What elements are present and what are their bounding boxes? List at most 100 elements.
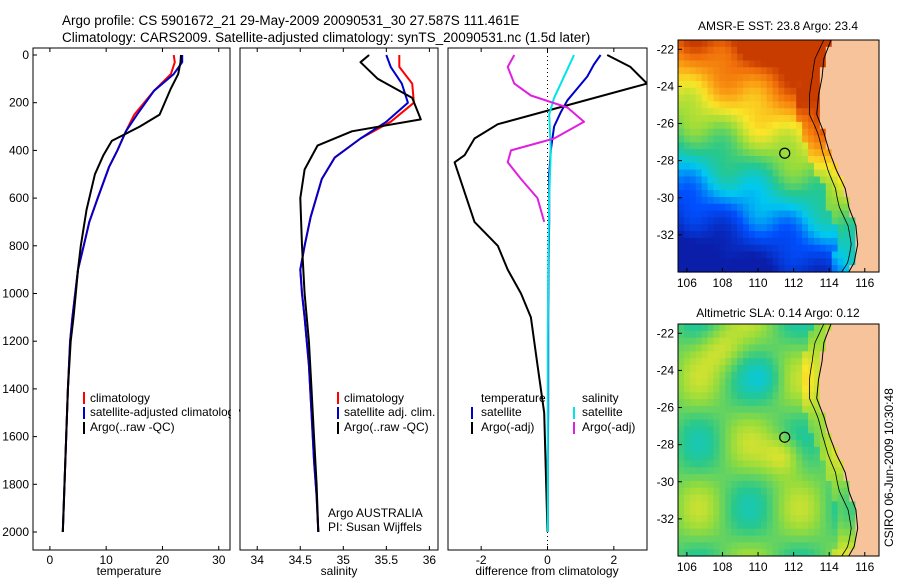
map-cell: [790, 344, 797, 352]
map-cell: [873, 337, 880, 346]
map-cell: [713, 385, 720, 393]
map-cell: [796, 364, 803, 373]
map-cell: [808, 508, 815, 516]
map-cell: [743, 244, 750, 253]
map-x-tick-label: 106: [677, 560, 697, 574]
map-cell: [802, 128, 809, 137]
map-cell: [719, 108, 726, 116]
map-cell: [813, 135, 821, 143]
map-cell: [707, 149, 715, 157]
map-cell: [695, 203, 703, 212]
map-cell: [719, 453, 726, 462]
map-cell: [719, 40, 726, 48]
map-cell: [707, 480, 715, 489]
map-cell: [754, 108, 762, 116]
map-cell: [731, 453, 738, 462]
map-cell: [731, 419, 738, 427]
map-cell: [849, 521, 856, 530]
map-cell: [867, 358, 874, 366]
map-cell: [737, 183, 744, 191]
map-cell: [849, 358, 856, 366]
map-cell: [772, 80, 780, 89]
map-cell: [766, 385, 774, 393]
map-cell: [784, 440, 791, 448]
map-cell: [778, 351, 786, 359]
map-cell: [849, 433, 856, 441]
map-cell: [719, 433, 726, 441]
map-cell: [689, 162, 697, 171]
map-cell: [754, 217, 762, 225]
map-cell: [766, 190, 774, 198]
map-cell: [772, 515, 780, 523]
map-cell: [873, 467, 880, 475]
map-cell: [843, 508, 851, 516]
map-cell: [754, 162, 762, 171]
map-cell: [689, 101, 697, 109]
map-cell: [790, 183, 797, 191]
map-cell: [808, 142, 815, 150]
map-cell: [808, 237, 815, 246]
map-cell: [808, 337, 815, 346]
map-cell: [802, 358, 809, 366]
map-cell: [855, 135, 862, 143]
map-cell: [748, 453, 756, 462]
map-cell: [843, 231, 851, 239]
map-cell: [843, 453, 851, 462]
map-cell: [831, 337, 839, 346]
map-cell: [790, 324, 797, 332]
map-y-tick-label: -26: [657, 117, 675, 131]
map-cell: [831, 371, 839, 380]
map-cell: [731, 156, 738, 164]
map-cell: [772, 324, 780, 332]
map-cell: [713, 115, 720, 123]
map-frame: [677, 323, 880, 557]
map-cell: [772, 217, 780, 225]
map-cell: [778, 203, 786, 212]
map-cell: [748, 426, 756, 434]
map-cell: [831, 515, 839, 523]
map-cell: [849, 487, 856, 496]
map-cell: [772, 156, 780, 164]
map-cell: [796, 508, 803, 516]
legend-clip-mask: [231, 395, 239, 435]
map-cell: [861, 80, 868, 89]
map-cell: [825, 535, 833, 543]
map-cell: [784, 480, 791, 489]
map-cell: [843, 460, 851, 468]
temperature-legend: climatology satellite-adjusted climatolo…: [83, 391, 240, 434]
map-cell: [695, 258, 703, 266]
map-cell: [796, 115, 803, 123]
map-cell: [831, 351, 839, 359]
map-cell: [766, 542, 774, 550]
map-cell: [754, 351, 762, 359]
map-cell: [802, 162, 809, 171]
map-cell: [825, 196, 833, 205]
map-cell: [837, 412, 845, 421]
map-cell: [748, 501, 756, 509]
map-cell: [683, 324, 691, 332]
map-cell: [873, 156, 880, 164]
map-cell: [689, 108, 697, 116]
map-cell: [790, 115, 797, 123]
map-cell: [707, 351, 715, 359]
map-cell: [813, 162, 821, 171]
map-cell: [683, 392, 691, 400]
map-cell: [760, 324, 768, 332]
map-cell: [719, 162, 726, 171]
map-cell: [701, 251, 709, 259]
map-cell: [831, 67, 839, 75]
map-cell: [796, 142, 803, 150]
map-cell: [849, 392, 856, 400]
map-cell: [772, 210, 780, 219]
map-cell: [719, 67, 726, 75]
map-cell: [849, 426, 856, 434]
map-cell: [808, 412, 815, 421]
map-cell: [831, 40, 839, 48]
map-cell: [683, 378, 691, 387]
map-cell: [837, 521, 845, 530]
map-cell: [802, 467, 809, 475]
map-cell: [766, 351, 774, 359]
map-cell: [831, 501, 839, 509]
map-cell: [813, 549, 821, 557]
map-cell: [707, 371, 715, 380]
